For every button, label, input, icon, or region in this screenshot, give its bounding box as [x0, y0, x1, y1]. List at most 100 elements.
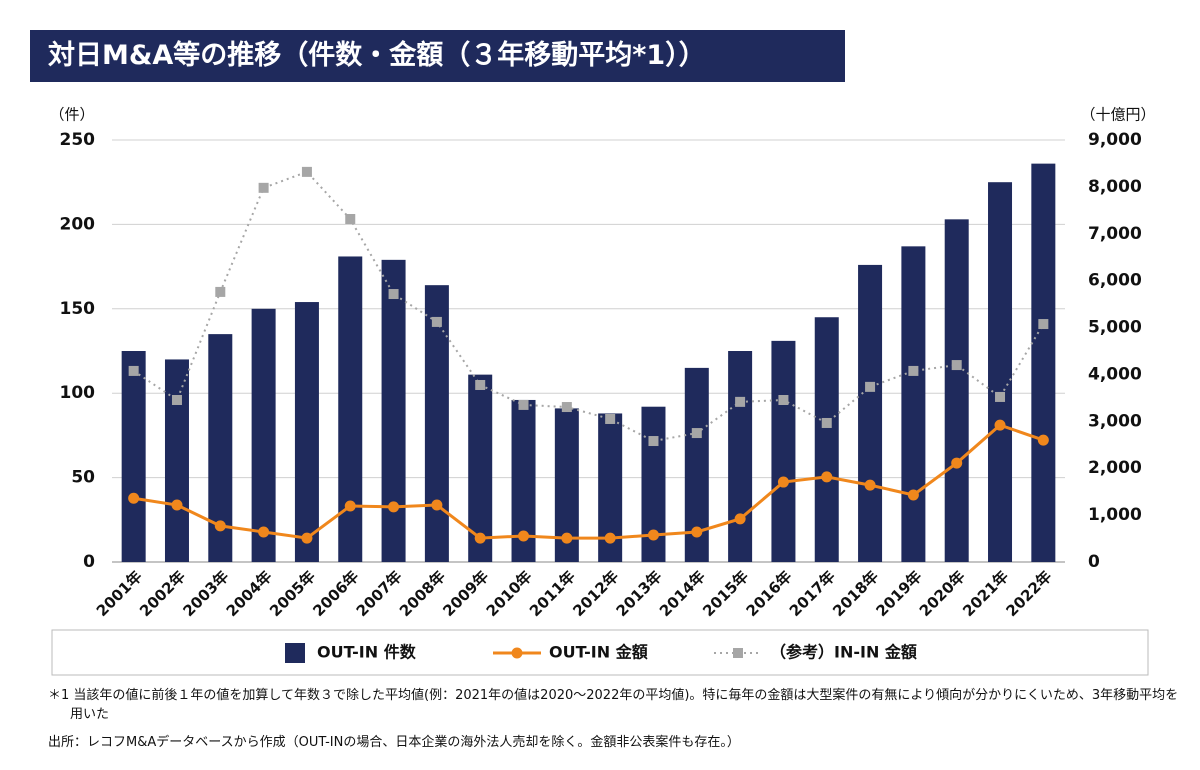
marker: [431, 316, 442, 327]
legend-box: [51, 629, 1149, 676]
bar: [988, 182, 1013, 562]
marker: [258, 526, 270, 538]
x-tick-label: 2010年: [483, 567, 536, 620]
y2-tick-label: 2,000: [1088, 458, 1142, 478]
x-tick-label: 2004年: [223, 567, 276, 620]
x-tick-label: 2016年: [743, 567, 796, 620]
marker: [301, 166, 312, 177]
bar: [294, 302, 319, 562]
bar: [944, 219, 969, 562]
legend-label: OUT-IN 金額: [549, 643, 648, 662]
bar: [338, 256, 363, 562]
y-tick-label: 200: [60, 214, 96, 234]
y-tick-label: 50: [71, 468, 95, 488]
x-tick-label: 2005年: [266, 567, 319, 620]
marker: [561, 402, 572, 413]
marker: [605, 413, 616, 424]
marker: [518, 399, 529, 410]
x-tick-label: 2012年: [569, 567, 622, 620]
marker: [821, 417, 832, 428]
marker: [388, 501, 400, 513]
marker: [735, 396, 746, 407]
y2-tick-label: 9,000: [1088, 130, 1142, 150]
marker: [214, 520, 226, 532]
footnote: ＊1 当該年の値に前後１年の値を加算して年数３で除した平均値(例：2021年の値…: [48, 688, 1179, 722]
marker: [994, 419, 1006, 431]
marker: [475, 379, 486, 390]
marker: [951, 457, 963, 469]
legend-marker: [511, 647, 523, 659]
y2-tick-label: 1,000: [1088, 505, 1142, 525]
bar: [511, 399, 536, 562]
marker: [908, 365, 919, 376]
x-tick-label: 2020年: [916, 567, 969, 620]
bar: [164, 359, 189, 562]
marker: [778, 394, 789, 405]
marker: [258, 182, 269, 193]
marker: [951, 360, 962, 371]
legend-marker: [733, 648, 743, 658]
marker: [518, 530, 530, 542]
marker: [345, 214, 356, 225]
legend-label: OUT-IN 件数: [317, 643, 417, 662]
x-tick-label: 2011年: [526, 567, 579, 620]
marker: [777, 476, 789, 488]
y-unit: （件）: [49, 106, 94, 124]
y2-tick-label: 6,000: [1088, 271, 1142, 291]
y-tick-label: 100: [60, 383, 96, 403]
marker: [128, 492, 140, 504]
y-tick-label: 150: [60, 299, 96, 319]
x-tick-label: 2007年: [353, 567, 406, 620]
bar: [251, 308, 276, 562]
x-tick-label: 2019年: [873, 567, 926, 620]
title-banner: [30, 30, 845, 82]
bar: [814, 317, 839, 562]
x-tick-label: 2008年: [396, 567, 449, 620]
x-tick-label: 2003年: [179, 567, 232, 620]
x-tick-label: 2017年: [786, 567, 839, 620]
x-tick-label: 2014年: [656, 567, 709, 620]
marker: [995, 391, 1006, 402]
marker: [865, 381, 876, 392]
y2-tick-label: 4,000: [1088, 364, 1142, 384]
y-tick-label: 250: [60, 130, 96, 150]
marker: [604, 532, 616, 544]
x-tick-label: 2021年: [959, 567, 1012, 620]
marker: [301, 532, 313, 544]
bar: [858, 264, 883, 562]
x-tick-label: 2006年: [309, 567, 362, 620]
bar: [771, 340, 796, 562]
x-tick-label: 2015年: [699, 567, 752, 620]
bar: [728, 351, 753, 562]
marker: [821, 471, 833, 483]
y2-tick-label: 3,000: [1088, 411, 1142, 431]
marker: [561, 532, 573, 544]
x-tick-label: 2001年: [93, 567, 146, 620]
source-note: 出所：レコフM&Aデータベースから作成（OUT-INの場合、日本企業の海外法人売…: [48, 735, 740, 750]
y-tick-label: 0: [83, 552, 95, 572]
marker: [431, 499, 443, 511]
marker: [864, 479, 876, 491]
x-tick-label: 2002年: [136, 567, 189, 620]
marker: [344, 500, 356, 512]
marker: [128, 365, 139, 376]
line: [133, 423, 1044, 540]
x-tick-label: 2013年: [613, 567, 666, 620]
x-tick-label: 2018年: [829, 567, 882, 620]
chart-title: 対日M&A等の推移（件数・金額（３年移動平均*1））: [48, 40, 706, 71]
marker: [734, 513, 746, 525]
bar: [901, 246, 926, 562]
bar: [381, 259, 406, 562]
marker: [647, 529, 659, 541]
y2-tick-label: 5,000: [1088, 318, 1142, 338]
bar: [424, 285, 449, 562]
bar: [1031, 163, 1056, 562]
marker: [388, 289, 399, 300]
marker: [215, 286, 226, 297]
marker: [648, 436, 659, 447]
y2-unit: （十億円）: [1080, 106, 1155, 124]
legend-label: （参考）IN-IN 金額: [770, 643, 917, 662]
marker: [907, 489, 919, 501]
